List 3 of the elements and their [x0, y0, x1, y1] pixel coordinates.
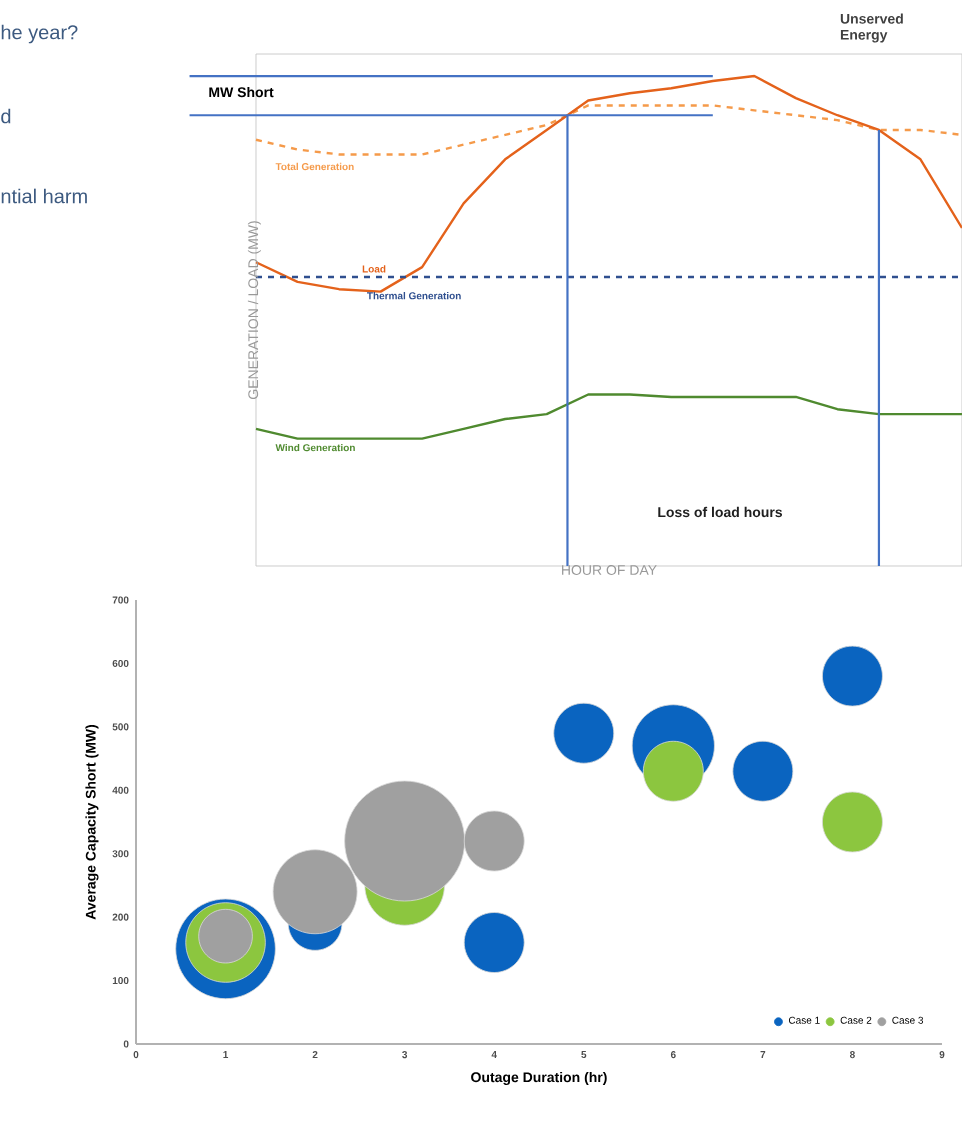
text: d [1, 108, 11, 124]
text: ntial harm [1, 188, 87, 204]
text: he year? [1, 24, 78, 44]
